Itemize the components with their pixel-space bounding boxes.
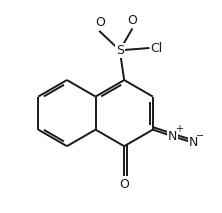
Text: O: O (95, 16, 105, 29)
Text: O: O (119, 178, 129, 191)
Text: Cl: Cl (151, 42, 163, 55)
Text: S: S (116, 44, 124, 57)
Text: O: O (127, 14, 137, 27)
Text: N: N (168, 130, 177, 143)
Text: N: N (189, 136, 198, 149)
Text: −: − (196, 131, 204, 141)
Text: +: + (175, 124, 183, 134)
